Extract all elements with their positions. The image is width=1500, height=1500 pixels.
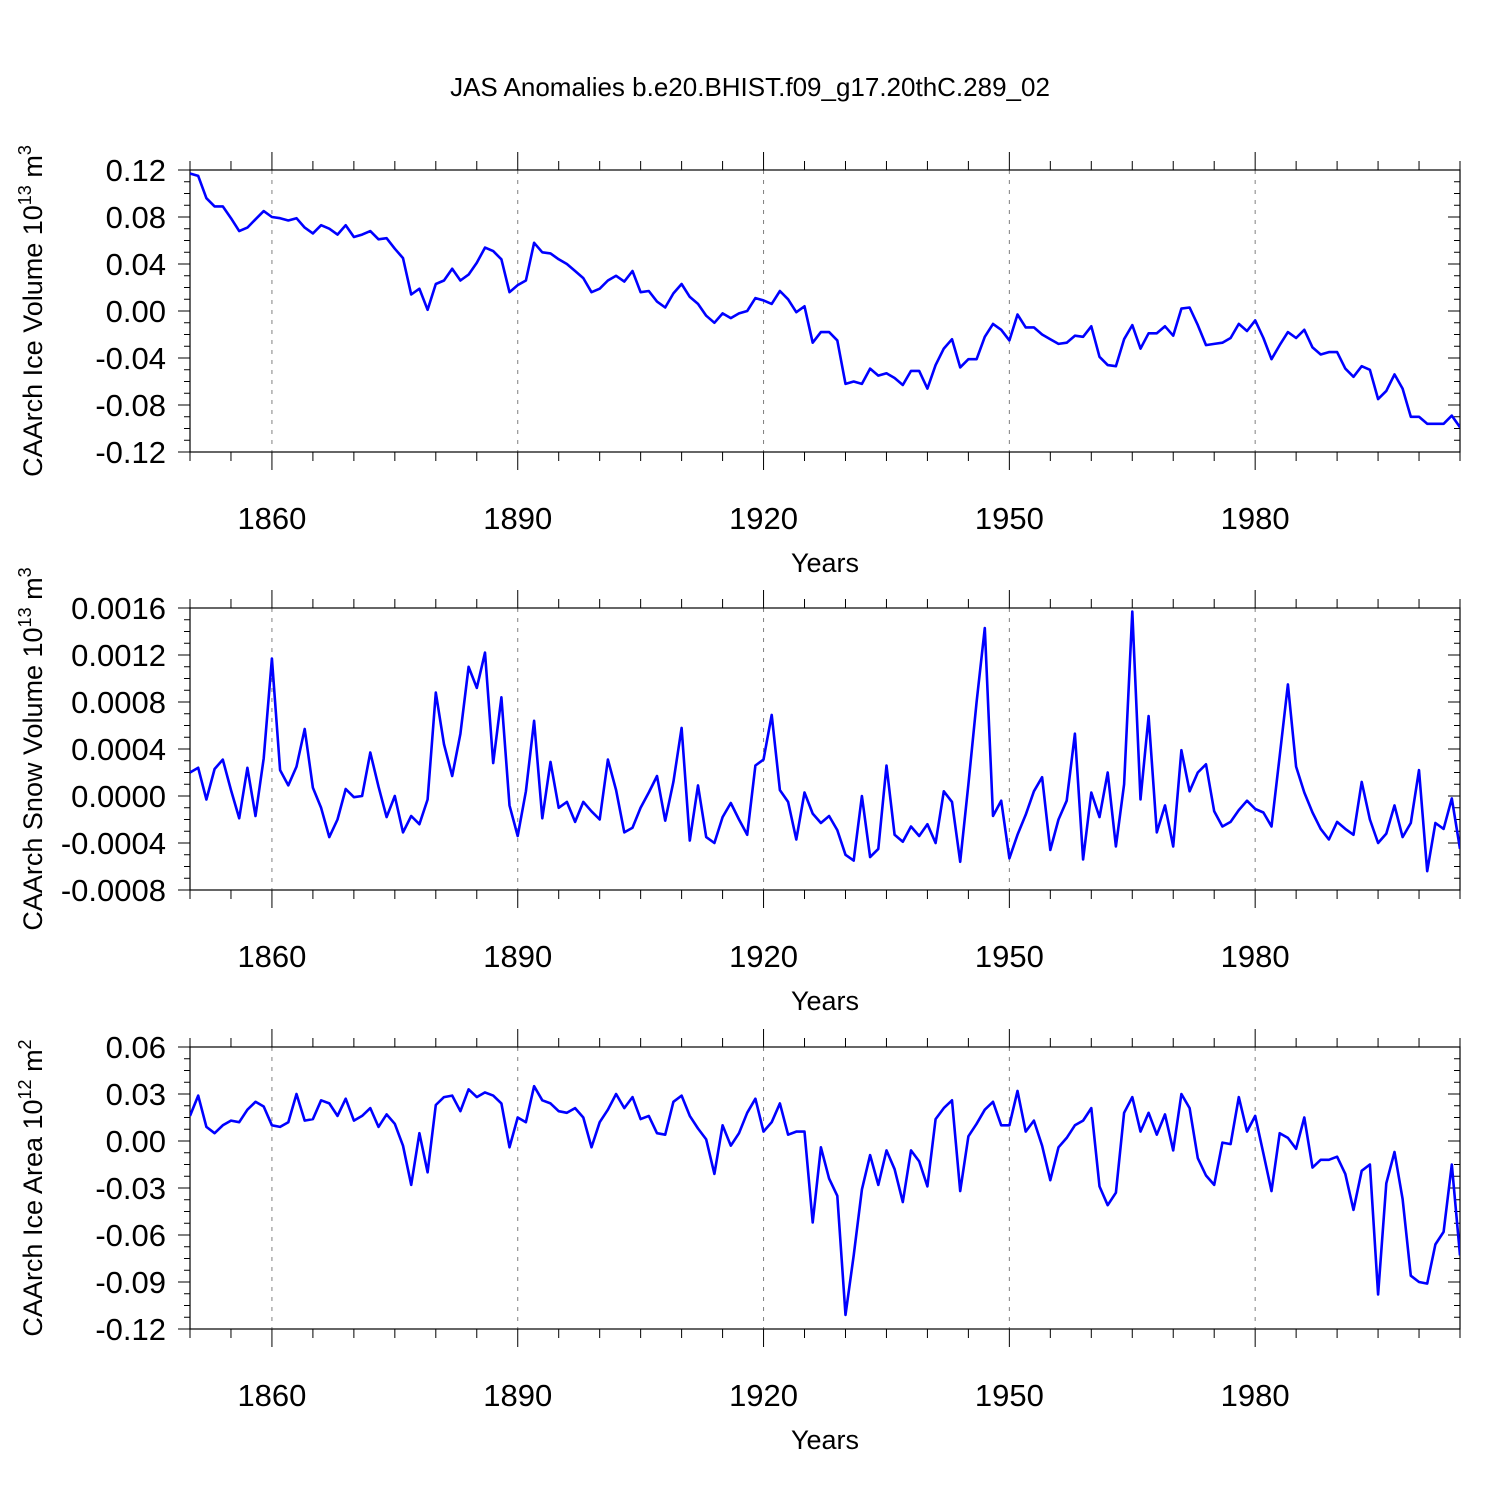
y-tick-label: -0.04	[95, 341, 166, 376]
x-tick-label: 1890	[483, 1378, 552, 1413]
y-tick-label: -0.0004	[61, 826, 166, 861]
figure-title: JAS Anomalies b.e20.BHIST.f09_g17.20thC.…	[450, 72, 1050, 102]
y-label-main: CAArch Ice Volume 10	[18, 205, 48, 477]
x-tick-label: 1860	[237, 1378, 306, 1413]
x-tick-label: 1920	[729, 1378, 798, 1413]
y-tick-label: 0.0016	[71, 591, 166, 626]
panel-3: 1860 1890 1920 1950 1980 -0.12 -0.09 -0.06 -0.03…	[15, 1029, 1461, 1455]
x-tick-label: 1980	[1221, 501, 1290, 536]
x-tick-label: 1860	[237, 501, 306, 536]
y-tick-label: 0.00	[106, 1124, 166, 1159]
plot-frame	[189, 169, 1461, 453]
data-series-line	[190, 610, 1460, 873]
y-label-exponent: 13	[15, 607, 35, 627]
y-label-unit: m	[18, 1049, 48, 1079]
x-tick-label: 1920	[729, 939, 798, 974]
y-label-unit-exponent: 3	[15, 567, 35, 577]
x-tick-label: 1890	[483, 939, 552, 974]
y-axis-label: CAArch Ice Area 1012 m2	[15, 1039, 48, 1336]
y-tick-label: -0.0008	[61, 873, 166, 908]
y-label-unit: m	[18, 577, 48, 607]
y-tick-label: -0.06	[95, 1218, 166, 1253]
x-tick-label: 1950	[975, 939, 1044, 974]
y-tick-label: 0.00	[106, 294, 166, 329]
y-label-unit-exponent: 3	[15, 145, 35, 155]
x-axis-label: Years	[791, 986, 859, 1016]
y-tick-label: 0.12	[106, 153, 166, 188]
y-tick-label: 0.0000	[71, 779, 166, 814]
y-label-exponent: 12	[15, 1079, 35, 1099]
data-series-line	[190, 1084, 1460, 1317]
x-tick-label: 1980	[1221, 939, 1290, 974]
y-axis-label: CAArch Ice Volume 1013 m3	[15, 145, 48, 477]
panel-1: 1860 1890 1920 1950 1980 -0.12 -0.08 -0.04 0.00 0…	[15, 145, 1461, 578]
plot-frame	[189, 607, 1461, 891]
x-axis-label: Years	[791, 548, 859, 578]
y-tick-label: 0.06	[106, 1030, 166, 1065]
panel-2: 1860 1890 1920 1950 1980 -0.0008 -0.0004 0.0000…	[15, 567, 1461, 1016]
data-series-line	[190, 172, 1460, 429]
y-label-unit: m	[18, 155, 48, 185]
y-axis-label: CAArch Snow Volume 1013 m3	[15, 567, 48, 930]
x-tick-label: 1920	[729, 501, 798, 536]
y-label-main: CAArch Snow Volume 10	[18, 627, 48, 930]
x-tick-label: 1890	[483, 501, 552, 536]
y-tick-label: 0.08	[106, 200, 166, 235]
y-tick-label: 0.0004	[71, 732, 166, 767]
x-tick-label: 1980	[1221, 1378, 1290, 1413]
y-tick-label: 0.03	[106, 1077, 166, 1112]
y-tick-label: 0.0008	[71, 685, 166, 720]
x-tick-label: 1950	[975, 501, 1044, 536]
y-tick-label: -0.03	[95, 1171, 166, 1206]
y-label-unit-exponent: 2	[15, 1039, 35, 1049]
y-tick-label: -0.09	[95, 1265, 166, 1300]
x-axis-label: Years	[791, 1425, 859, 1455]
y-tick-label: 0.0012	[71, 638, 166, 673]
plot-frame	[189, 1046, 1461, 1330]
y-tick-label: -0.12	[95, 435, 166, 470]
x-tick-label: 1950	[975, 1378, 1044, 1413]
y-tick-label: -0.12	[95, 1312, 166, 1347]
x-tick-label: 1860	[237, 939, 306, 974]
y-tick-label: 0.04	[106, 247, 166, 282]
y-label-exponent: 13	[15, 185, 35, 205]
y-label-main: CAArch Ice Area 10	[18, 1099, 48, 1336]
y-tick-label: -0.08	[95, 388, 166, 423]
